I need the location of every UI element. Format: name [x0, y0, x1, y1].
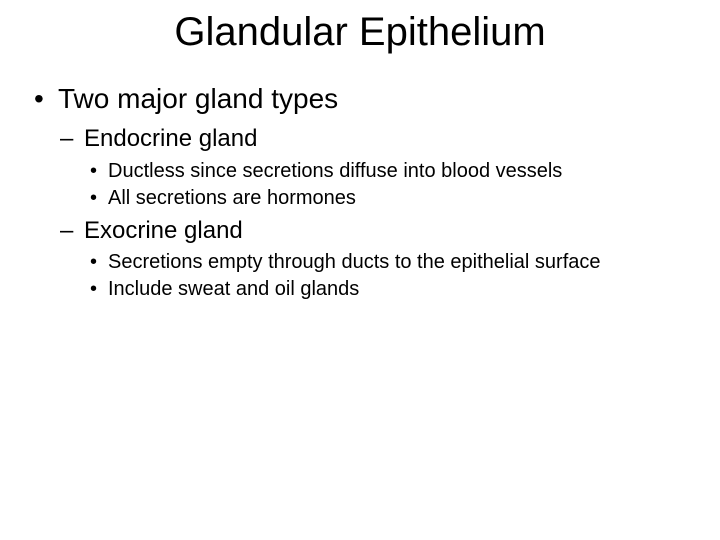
l3-text: Secretions empty through ducts to the ep…	[108, 251, 601, 273]
l3-item: Include sweat and oil glands	[84, 277, 690, 302]
l3-text: All secretions are hormones	[108, 187, 356, 209]
l2-item: Endocrine gland Ductless since secretion…	[58, 123, 690, 210]
l2-item: Exocrine gland Secretions empty through …	[58, 215, 690, 302]
l1-text: Two major gland types	[58, 83, 338, 114]
bullet-list-l1: Two major gland types Endocrine gland Du…	[30, 81, 690, 302]
l3-item: Ductless since secretions diffuse into b…	[84, 159, 690, 184]
slide-title: Glandular Epithelium	[0, 0, 720, 63]
slide-body: Two major gland types Endocrine gland Du…	[0, 81, 720, 302]
l3-text: Ductless since secretions diffuse into b…	[108, 160, 562, 182]
l1-item: Two major gland types Endocrine gland Du…	[30, 81, 690, 302]
l3-text: Include sweat and oil glands	[108, 278, 359, 300]
bullet-list-l2: Endocrine gland Ductless since secretion…	[58, 123, 690, 301]
l2-text: Endocrine gland	[84, 125, 257, 152]
bullet-list-l3: Ductless since secretions diffuse into b…	[84, 159, 690, 211]
l2-text: Exocrine gland	[84, 217, 243, 244]
l3-item: Secretions empty through ducts to the ep…	[84, 250, 690, 275]
slide: Glandular Epithelium Two major gland typ…	[0, 0, 720, 540]
bullet-list-l3: Secretions empty through ducts to the ep…	[84, 250, 690, 302]
l3-item: All secretions are hormones	[84, 186, 690, 211]
